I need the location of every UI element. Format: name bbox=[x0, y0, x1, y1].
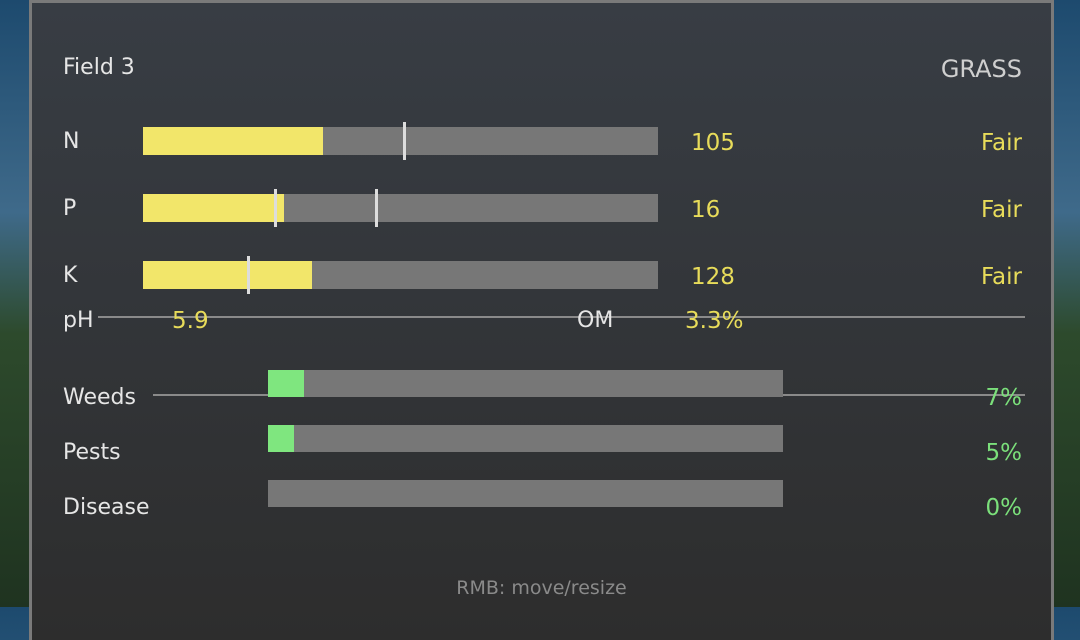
nutrient-value: 105 bbox=[691, 130, 735, 156]
nutrient-label: P bbox=[63, 196, 77, 221]
nutrient-label: N bbox=[63, 129, 80, 154]
nutrient-bar bbox=[143, 256, 658, 294]
nutrient-bar bbox=[143, 189, 658, 227]
field-info-panel[interactable]: Field 3 GRASS N 105 Fair P 16 Fair K 128… bbox=[29, 0, 1054, 640]
threat-bar bbox=[268, 480, 783, 507]
nutrient-target-marker bbox=[247, 256, 251, 294]
field-title: Field 3 bbox=[63, 55, 135, 80]
ph-value: 5.9 bbox=[172, 308, 209, 334]
threat-label: Pests bbox=[63, 440, 121, 465]
nutrient-value: 128 bbox=[691, 264, 735, 290]
ph-label: pH bbox=[63, 308, 94, 333]
threat-label: Disease bbox=[63, 495, 150, 520]
threat-value: 7% bbox=[985, 385, 1023, 411]
divider bbox=[98, 316, 1025, 318]
threat-bar bbox=[268, 425, 783, 452]
om-value: 3.3% bbox=[685, 308, 744, 334]
nutrient-target-marker bbox=[403, 122, 407, 160]
nutrient-value: 16 bbox=[691, 197, 721, 223]
nutrient-label: K bbox=[63, 263, 78, 288]
nutrient-target-marker bbox=[273, 189, 277, 227]
nutrient-target-marker bbox=[374, 189, 378, 227]
nutrient-status: Fair bbox=[980, 264, 1022, 290]
nutrient-bar-fill bbox=[143, 127, 324, 155]
crop-type: GRASS bbox=[940, 55, 1022, 83]
threat-bar-fill bbox=[268, 370, 305, 397]
nutrient-status: Fair bbox=[980, 197, 1022, 223]
threat-bar-fill bbox=[268, 425, 294, 452]
om-label: OM bbox=[577, 308, 614, 333]
nutrient-bar-fill bbox=[143, 261, 312, 289]
nutrient-bar-fill bbox=[143, 194, 285, 222]
nutrient-status: Fair bbox=[980, 130, 1022, 156]
footer-hint: RMB: move/resize bbox=[456, 577, 627, 599]
threat-value: 5% bbox=[985, 440, 1023, 466]
threat-label: Weeds bbox=[63, 385, 136, 410]
threat-bar bbox=[268, 370, 783, 397]
nutrient-bar bbox=[143, 122, 658, 160]
threat-value: 0% bbox=[985, 495, 1023, 521]
